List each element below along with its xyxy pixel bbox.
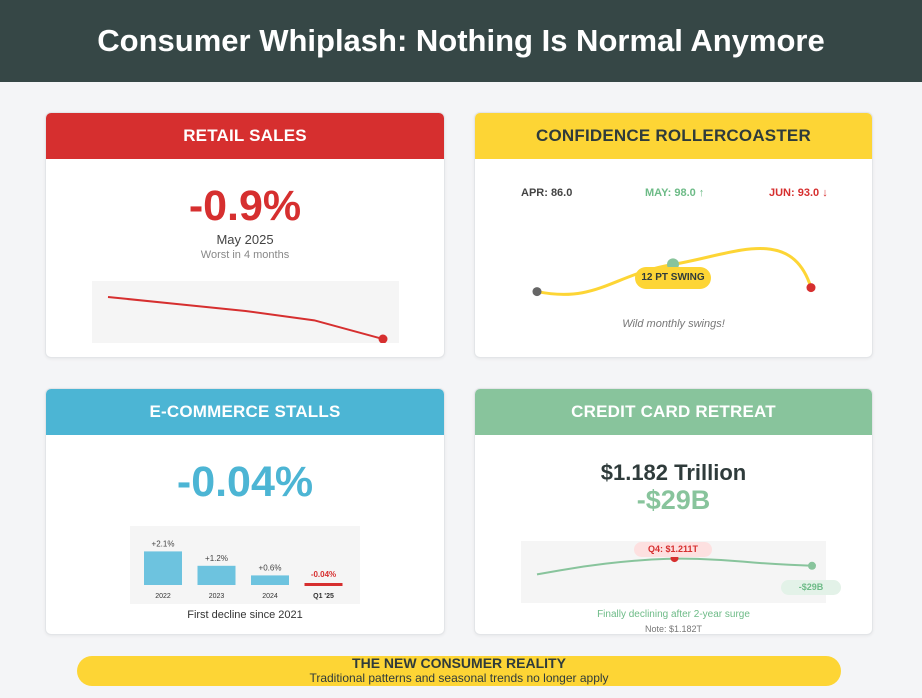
confidence-chart (532, 247, 816, 297)
credit-card-card: CREDIT CARD RETREAT $1.182 Trillion -$29… (474, 388, 873, 635)
ecommerce-value: -0.04% (176, 458, 314, 506)
confidence-apr-label: APR: 86.0 (521, 187, 573, 199)
retail-last-point (378, 334, 388, 343)
retail-sales-period: May 2025 (216, 232, 274, 247)
confidence-may-label: MAY: 98.0 ↑ (645, 187, 705, 199)
footer-title: THE NEW CONSUMER REALITY (352, 655, 566, 671)
credit-caption: Finally declining after 2-year surge (597, 609, 750, 620)
credit-end-point (808, 561, 816, 570)
retail-trend-line (107, 296, 384, 340)
ecommerce-bar-label: -0.04% (311, 570, 336, 579)
ecommerce-caption: First decline since 2021 (187, 609, 303, 621)
retail-sales-chart (92, 281, 399, 343)
ecommerce-category-label: Q1 '25 (313, 593, 334, 600)
footer-subtitle: Traditional patterns and seasonal trends… (309, 671, 609, 685)
ecommerce-bar (144, 551, 182, 585)
credit-note: Note: $1.182T (644, 624, 703, 634)
footer-banner: THE NEW CONSUMER REALITY Traditional pat… (77, 656, 841, 686)
ecommerce-bar-label: +2.1% (152, 539, 175, 548)
credit-header: CREDIT CARD RETREAT (475, 389, 872, 435)
title-banner: Consumer Whiplash: Nothing Is Normal Any… (0, 0, 922, 82)
confidence-card: CONFIDENCE ROLLERCOASTER APR: 86.0 MAY: … (474, 112, 873, 358)
confidence-apr-point (532, 287, 542, 297)
confidence-jun-point (806, 283, 816, 293)
retail-sales-header: RETAIL SALES (46, 113, 444, 159)
ecommerce-category-label: 2023 (209, 593, 225, 600)
ecommerce-bar-label: +0.6% (259, 563, 282, 572)
ecommerce-category-label: 2024 (262, 593, 278, 600)
page-title: Consumer Whiplash: Nothing Is Normal Any… (97, 23, 825, 58)
ecommerce-header: E-COMMERCE STALLS (46, 389, 444, 435)
confidence-header: CONFIDENCE ROLLERCOASTER (475, 113, 872, 159)
credit-peak-label: Q4: $1.211T (634, 542, 712, 557)
retail-sales-note: Worst in 4 months (200, 249, 290, 261)
credit-total: $1.182 Trillion (600, 460, 747, 485)
confidence-caption: Wild monthly swings! (622, 318, 725, 330)
retail-sales-value: -0.9% (188, 182, 302, 230)
ecommerce-bar (251, 575, 289, 585)
ecommerce-card: E-COMMERCE STALLS -0.04% +2.1% 2022 +1.2% 2… (45, 388, 445, 635)
ecommerce-bar-chart: +2.1% 2022 +1.2% 2023 +0.6% 2024 -0.04% Q1 '25 (130, 526, 360, 604)
ecommerce-bar-label: +1.2% (205, 554, 228, 563)
confidence-jun-label: JUN: 93.0 ↓ (769, 187, 828, 199)
ecommerce-bar (304, 583, 343, 586)
credit-change: -$29B (636, 485, 711, 515)
confidence-swing-badge: 12 PT SWING (635, 267, 711, 289)
retail-sales-card: RETAIL SALES -0.9% May 2025 Worst in 4 m… (45, 112, 445, 358)
ecommerce-bar (197, 565, 236, 585)
credit-end-label: -$29B (781, 580, 841, 595)
ecommerce-category-label: 2022 (155, 593, 171, 600)
